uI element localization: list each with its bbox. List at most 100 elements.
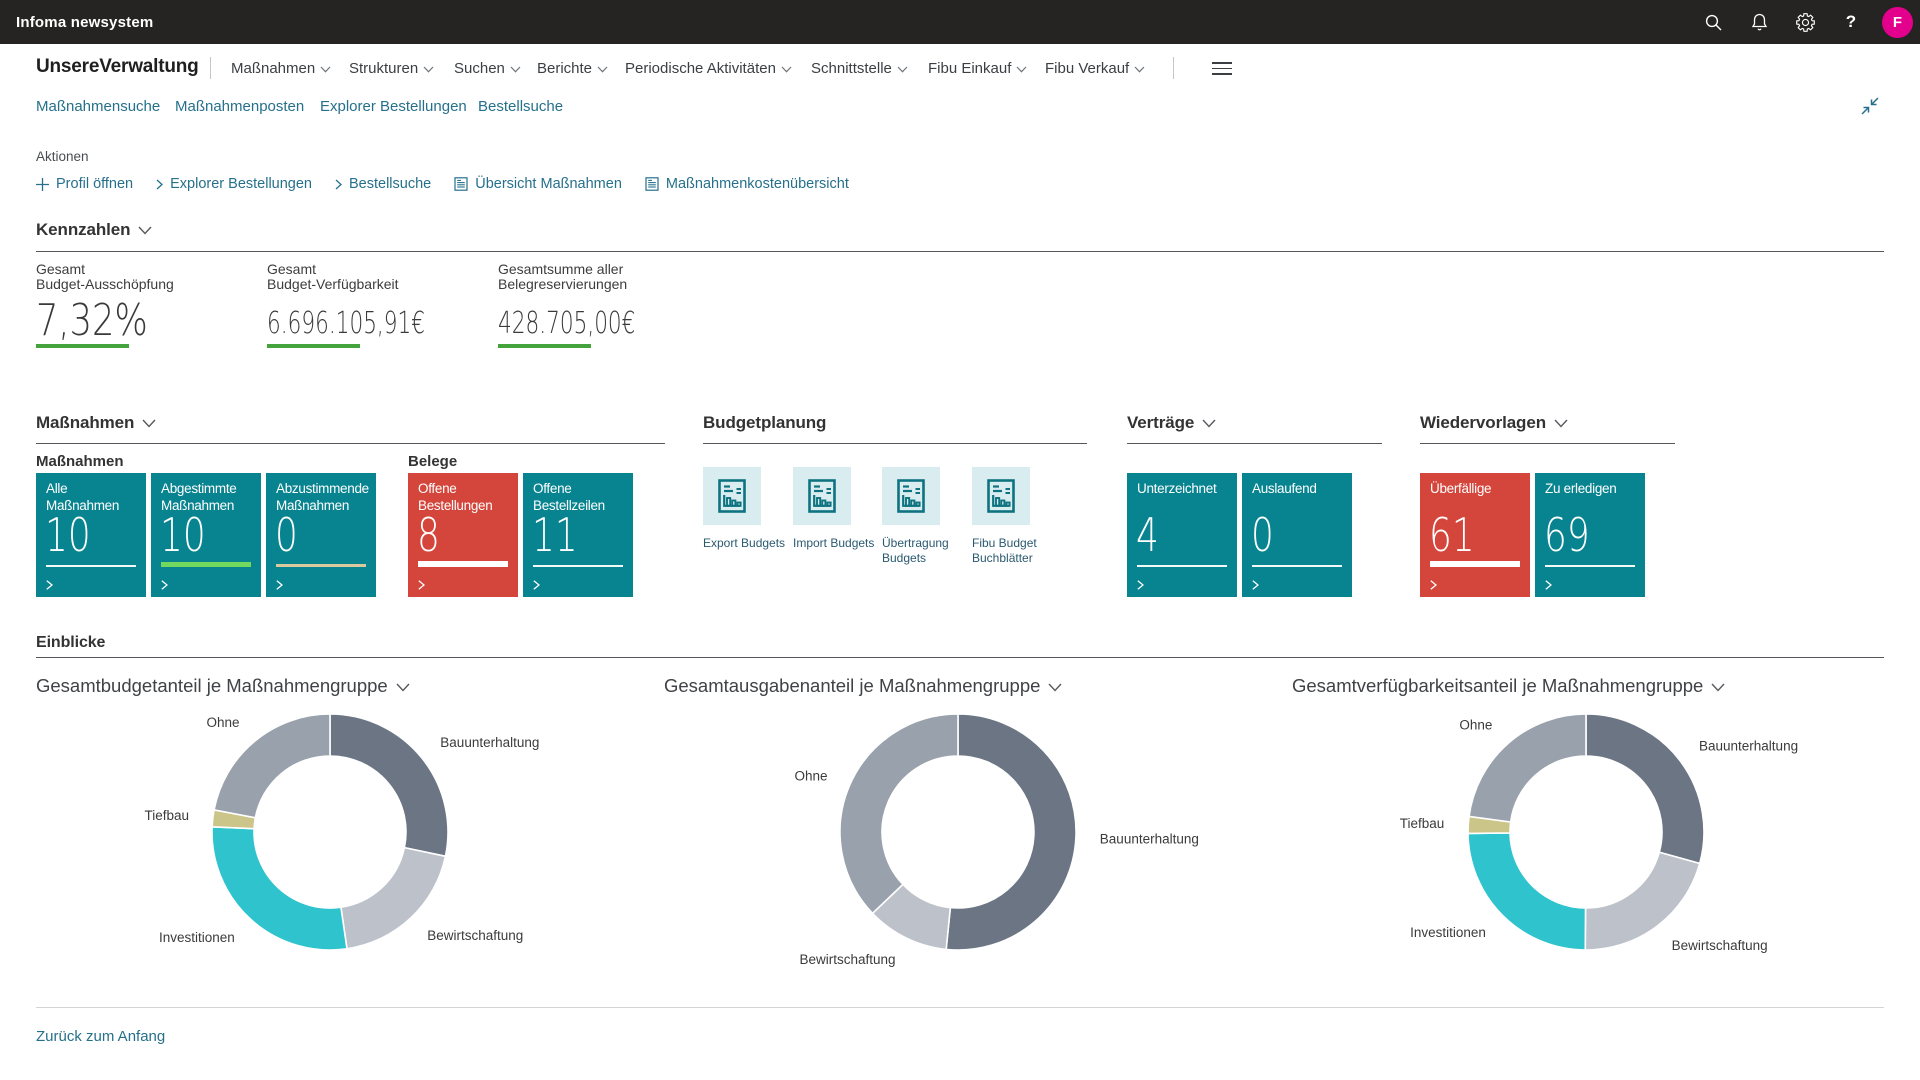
help-icon: ? xyxy=(1845,12,1857,31)
section-header-wiedervorlagen[interactable]: Wiedervorlagen xyxy=(1420,413,1568,433)
kpi-tile-2[interactable]: Gesamt Budget-Verfügbarkeit 6.696.105,91€ xyxy=(267,262,487,348)
section-title: Budgetplanung xyxy=(703,413,827,432)
kpi-label-line1: Gesamtsumme aller xyxy=(498,261,624,277)
notifications-button[interactable] xyxy=(1736,0,1782,44)
kpi-label-line2: Budget-Ausschöpfung xyxy=(36,275,174,292)
section-title: Kennzahlen xyxy=(36,220,131,239)
cue-tile[interactable]: Überfällige 61 xyxy=(1420,473,1530,597)
menu-item-3[interactable]: Suchen xyxy=(454,44,521,92)
menu-item-8[interactable]: Fibu Verkauf xyxy=(1045,44,1145,92)
kpi-tile-3[interactable]: Gesamtsumme aller Belegreservierungen 428.… xyxy=(498,261,718,348)
kpi-tile-1[interactable]: Gesamt Budget-Ausschöpfung 7,32% xyxy=(36,262,256,348)
cue-tile-value: 69 xyxy=(1544,508,1590,562)
chevron-right-icon xyxy=(46,577,54,595)
donut-label: Bauunterhaltung xyxy=(1699,739,1798,754)
back-to-top-link[interactable]: Zurück zum Anfang xyxy=(36,1028,166,1045)
chevron-down-icon xyxy=(1134,60,1145,77)
quick-link-3[interactable]: Explorer Bestellungen xyxy=(320,98,467,115)
menu-item-6[interactable]: Schnittstelle xyxy=(811,44,908,92)
menu-item-1[interactable]: Maßnahmen xyxy=(231,44,331,92)
budget-action-label: Export Budgets xyxy=(703,536,786,550)
donut-chart: Bauunterhaltung Bewirtschaftung Investitio… xyxy=(1292,666,1920,1001)
menu-icon[interactable] xyxy=(1212,58,1232,78)
chart-title-text: Gesamtausgabenanteil je Maßnahmengruppe xyxy=(664,675,1041,696)
cue-tile[interactable]: Offene Bestellzeilen 11 xyxy=(523,473,633,597)
report-icon xyxy=(645,177,659,191)
cue-tile[interactable]: Abgestimmte Maßnahmen 10 xyxy=(151,473,261,597)
section-header-kennzahlen[interactable]: Kennzahlen xyxy=(36,220,152,240)
donut-segment-Bauunterhaltung[interactable] xyxy=(329,713,449,858)
donut-label: Tiefbau xyxy=(1400,816,1445,831)
gear-icon xyxy=(1795,12,1815,32)
quick-link-4[interactable]: Bestellsuche xyxy=(478,98,564,115)
cue-tile-underline xyxy=(161,562,251,567)
menu-item-7[interactable]: Fibu Einkauf xyxy=(928,44,1027,92)
quick-link-1[interactable]: Maßnahmensuche xyxy=(36,98,161,115)
cue-tile-title: Abzustimmende Maßnahmen xyxy=(276,481,369,513)
section-header-vertraege[interactable]: Verträge xyxy=(1127,413,1216,433)
quick-links-bar: Maßnahmensuche Maßnahmenposten Explorer Be… xyxy=(0,96,1920,128)
company-name[interactable]: UnsereVerwaltung xyxy=(36,56,199,77)
budget-action-1[interactable]: Export Budgets xyxy=(703,467,793,551)
section-divider xyxy=(36,657,1884,659)
report-icon xyxy=(703,467,761,525)
collapse-icon[interactable] xyxy=(1860,96,1880,121)
action-label: Maßnahmenkostenübersicht xyxy=(665,176,849,192)
menu-item-4[interactable]: Berichte xyxy=(537,44,608,92)
search-button[interactable] xyxy=(1690,0,1736,44)
action-1[interactable]: Profil öffnen xyxy=(36,176,133,192)
donut-label: Ohne xyxy=(206,715,239,730)
help-button[interactable]: ? xyxy=(1828,0,1874,44)
section-header-massnahmen[interactable]: Maßnahmen xyxy=(36,413,156,433)
chevron-right-icon xyxy=(335,179,342,190)
cue-tile[interactable]: Offene Bestellungen 8 xyxy=(408,473,518,597)
cue-tile-value: 11 xyxy=(532,508,578,562)
budget-action-3[interactable]: Übertragung Budgets xyxy=(882,467,972,566)
cue-tile[interactable]: Unterzeichnet 4 xyxy=(1127,473,1237,597)
donut-segment-Ohne[interactable] xyxy=(213,713,331,819)
quick-link-2[interactable]: Maßnahmenposten xyxy=(175,98,305,115)
chart-title[interactable]: Gesamtverfügbarkeitsanteil je Maßnahmeng… xyxy=(1292,675,1725,697)
section-divider xyxy=(1420,443,1675,445)
section-title: Wiedervorlagen xyxy=(1420,413,1546,432)
cue-tile-underline xyxy=(1137,565,1227,567)
donut-label: Tiefbau xyxy=(144,808,189,823)
cue-tile[interactable]: Zu erledigen 69 xyxy=(1535,473,1645,597)
donut-segment-Ohne[interactable] xyxy=(1468,713,1587,823)
action-5[interactable]: Maßnahmenkostenübersicht xyxy=(645,176,849,192)
cue-tile[interactable]: Abzustimmende Maßnahmen 0 xyxy=(266,473,376,597)
footer-divider xyxy=(36,1007,1884,1008)
budget-action-4[interactable]: Fibu Budget Buchblätter xyxy=(972,467,1062,566)
chevron-right-icon xyxy=(533,577,541,595)
chevron-right-icon xyxy=(418,577,426,595)
settings-button[interactable] xyxy=(1782,0,1828,44)
cue-tile[interactable]: Alle Maßnahmen 10 xyxy=(36,473,146,597)
action-label: Profil öffnen xyxy=(56,176,134,192)
donut-label: Bauunterhaltung xyxy=(440,735,539,750)
donut-segment-Bauunterhaltung[interactable] xyxy=(945,713,1077,951)
cue-tile[interactable]: Auslaufend 0 xyxy=(1242,473,1352,597)
chart-1: Bauunterhaltung Bewirtschaftung Investitio… xyxy=(36,666,664,996)
kpi-label: Gesamt Budget-Verfügbarkeit xyxy=(267,262,487,291)
action-3[interactable]: Bestellsuche xyxy=(335,176,431,192)
chevron-down-icon xyxy=(138,220,152,240)
avatar[interactable]: F xyxy=(1882,6,1913,38)
kpi-value: 6.696.105,91€ xyxy=(267,306,426,341)
action-4[interactable]: Übersicht Maßnahmen xyxy=(454,176,622,192)
donut-chart: Bauunterhaltung Bewirtschaftung Investitio… xyxy=(36,666,664,1001)
donut-segment-Bauunterhaltung[interactable] xyxy=(1585,713,1705,865)
menu-item-5[interactable]: Periodische Aktivitäten xyxy=(625,44,792,92)
donut-segment-Bewirtschaftung[interactable] xyxy=(1584,851,1701,951)
menu-item-2[interactable]: Strukturen xyxy=(349,44,434,92)
chart-title[interactable]: Gesamtbudgetanteil je Maßnahmengruppe xyxy=(36,675,410,697)
budget-action-2[interactable]: Import Budgets xyxy=(793,467,883,551)
kpi-label: Gesamt Budget-Ausschöpfung xyxy=(36,262,256,291)
donut-label: Investitionen xyxy=(1410,925,1486,940)
donut-segment-Ohne[interactable] xyxy=(839,713,959,915)
menu-item-label: Berichte xyxy=(537,59,593,77)
chart-title[interactable]: Gesamtausgabenanteil je Maßnahmengruppe xyxy=(664,675,1062,697)
budget-action-label: Import Budgets xyxy=(793,536,875,550)
donut-label: Bewirtschaftung xyxy=(1672,938,1768,953)
section-header-budgetplanung[interactable]: Budgetplanung xyxy=(703,413,826,433)
action-2[interactable]: Explorer Bestellungen xyxy=(156,176,312,192)
